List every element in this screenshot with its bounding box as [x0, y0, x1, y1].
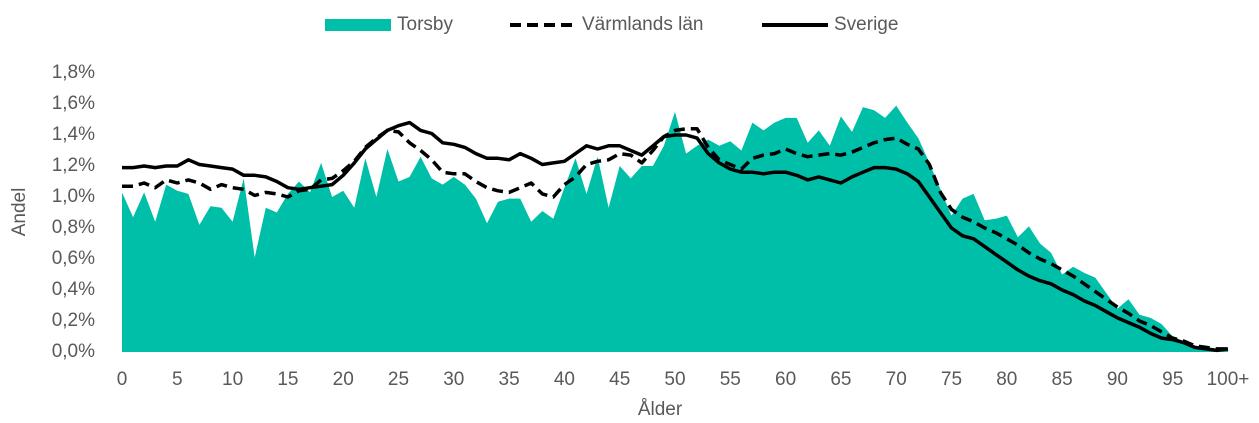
x-tick-label: 35 — [499, 369, 520, 390]
x-tick-label: 30 — [443, 369, 464, 390]
y-tick-label: 1,6% — [52, 93, 95, 114]
x-tick-label: 80 — [996, 369, 1017, 390]
line — [122, 120, 1229, 353]
x-tick-label: 100+ — [1207, 369, 1250, 390]
legend-label: Sverige — [834, 14, 898, 35]
x-tick-label: 10 — [222, 369, 243, 390]
x-tick-label: 20 — [333, 369, 354, 390]
x-tick-label: 45 — [609, 369, 630, 390]
x-tick-label: 75 — [941, 369, 962, 390]
y-tick-label: 1,8% — [52, 62, 95, 83]
y-tick-label: 0,6% — [52, 248, 95, 269]
y-tick-label: 0,8% — [52, 217, 95, 238]
x-tick-label: 40 — [554, 369, 575, 390]
y-tick-label: 0,2% — [52, 310, 95, 331]
x-tick-label: 0 — [117, 369, 128, 390]
x-tick-label: 5 — [172, 369, 183, 390]
y-tick-label: 1,2% — [52, 155, 95, 176]
x-tick-label: 50 — [664, 369, 685, 390]
area — [122, 105, 1228, 352]
x-tick-label: 60 — [775, 369, 796, 390]
x-tick-label: 85 — [1052, 369, 1073, 390]
y-tick-label: 0,4% — [52, 279, 95, 300]
legend-label: Torsby — [397, 14, 453, 35]
y-axis-label: Andel — [9, 188, 30, 237]
y-tick-label: 1,4% — [52, 124, 95, 145]
y-tick-label: 1,0% — [52, 186, 95, 207]
legend-swatch — [325, 19, 391, 31]
legend-label: Värmlands län — [582, 14, 703, 35]
x-tick-label: 15 — [277, 369, 298, 390]
x-axis-label: Ålder — [638, 399, 683, 420]
x-tick-label: 90 — [1107, 369, 1128, 390]
x-tick-label: 55 — [720, 369, 741, 390]
y-tick-label: 0,0% — [52, 341, 95, 362]
x-tick-label: 65 — [830, 369, 851, 390]
x-tick-label: 25 — [388, 369, 409, 390]
x-tick-label: 95 — [1162, 369, 1183, 390]
x-tick-label: 70 — [886, 369, 907, 390]
